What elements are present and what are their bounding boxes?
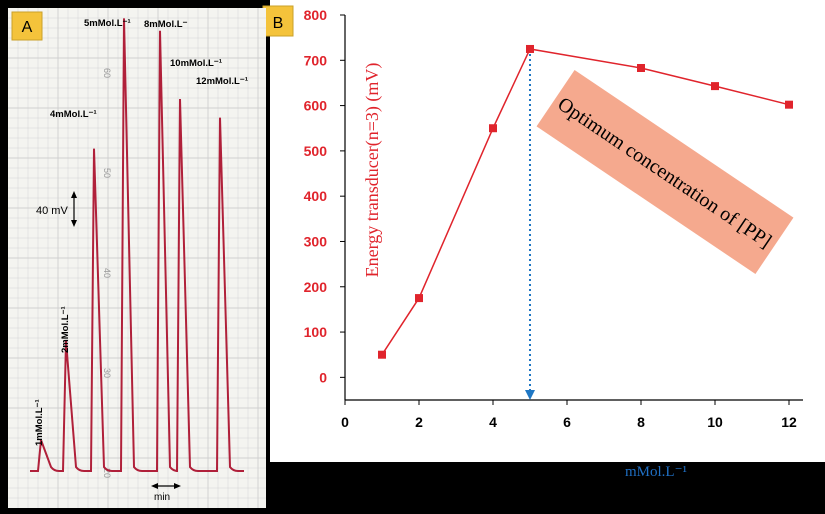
optimum-line (525, 48, 535, 400)
scale-bar-label: 40 mV (36, 205, 68, 217)
data-point (526, 44, 534, 53)
x-axis-label: mMol.L⁻¹ (625, 464, 687, 480)
time-bar-label: min (154, 492, 170, 503)
peak-labels: 1mMol.L⁻¹ 2mMol.L⁻¹ 4mMol.L⁻¹ 5mMol.L⁻¹ 8mMo… (34, 18, 248, 446)
time-bar: min (151, 483, 181, 503)
panel-label-a: A (22, 19, 33, 36)
data-point (415, 294, 423, 303)
x-tick-label: 2 (415, 414, 423, 430)
y-tick-label: 400 (304, 188, 328, 204)
chart-paper-number: 20 (102, 468, 112, 478)
peak-label: 8mMol.L⁻ (144, 19, 188, 30)
optimum-arrow-head (525, 390, 535, 400)
chart-paper-number: 60 (102, 68, 112, 78)
scale-bar: 40 mV (36, 191, 77, 227)
x-tick-label: 8 (637, 414, 645, 430)
data-point (637, 63, 645, 72)
chart-b-ticks: 0 100 200 300 400 500 600 700 800 0 2 4 6 8 10 12 (304, 7, 797, 430)
chart-a: 60 50 40 30 20 1mMol.L⁻¹ 2mMol.L⁻¹ 4mMol.L⁻¹ 5m… (8, 8, 266, 508)
x-tick-label: 0 (341, 414, 349, 430)
y-tick-label: 500 (304, 143, 328, 159)
x-tick-label: 4 (489, 414, 497, 430)
y-tick-label: 100 (304, 324, 328, 340)
data-point (711, 82, 719, 91)
y-tick-label: 200 (304, 279, 328, 295)
data-point (489, 124, 497, 133)
chart-paper-number: 50 (102, 168, 112, 178)
y-tick-label: 300 (304, 233, 328, 249)
peak-label: 12mMol.L⁻¹ (196, 76, 248, 87)
chart-paper-number: 40 (102, 268, 112, 278)
y-tick-label: 0 (319, 369, 327, 385)
y-tick-label: 800 (304, 7, 328, 23)
peak-label: 1mMol.L⁻¹ (34, 399, 45, 446)
peak-label: 2mMol.L⁻¹ (60, 306, 71, 353)
data-point (785, 100, 793, 109)
y-tick-label: 600 (304, 98, 328, 114)
recorder-trace (30, 18, 244, 472)
panel-label-b-box (262, 5, 294, 37)
panel-label-a-box (11, 11, 43, 41)
annotation-box (536, 69, 794, 275)
x-tick-label: 12 (781, 414, 797, 430)
x-tick-label: 6 (563, 414, 571, 430)
data-point (378, 350, 386, 359)
x-tick-label: 10 (707, 414, 723, 430)
peak-label: 5mMol.L⁻¹ (84, 18, 131, 29)
panel-label-b: B (273, 15, 284, 32)
y-tick-label: 700 (304, 52, 328, 68)
chart-paper-numbers: 60 50 40 30 20 (102, 68, 112, 478)
peak-label: 4mMol.L⁻¹ (50, 109, 97, 120)
y-axis-label: Energy transducer(n=3) (mV) (362, 63, 383, 278)
chart-b-series (378, 44, 793, 359)
peak-label: 10mMol.L⁻¹ (170, 58, 222, 69)
chart-b-axes (344, 15, 803, 401)
chart-paper-number: 30 (102, 368, 112, 378)
